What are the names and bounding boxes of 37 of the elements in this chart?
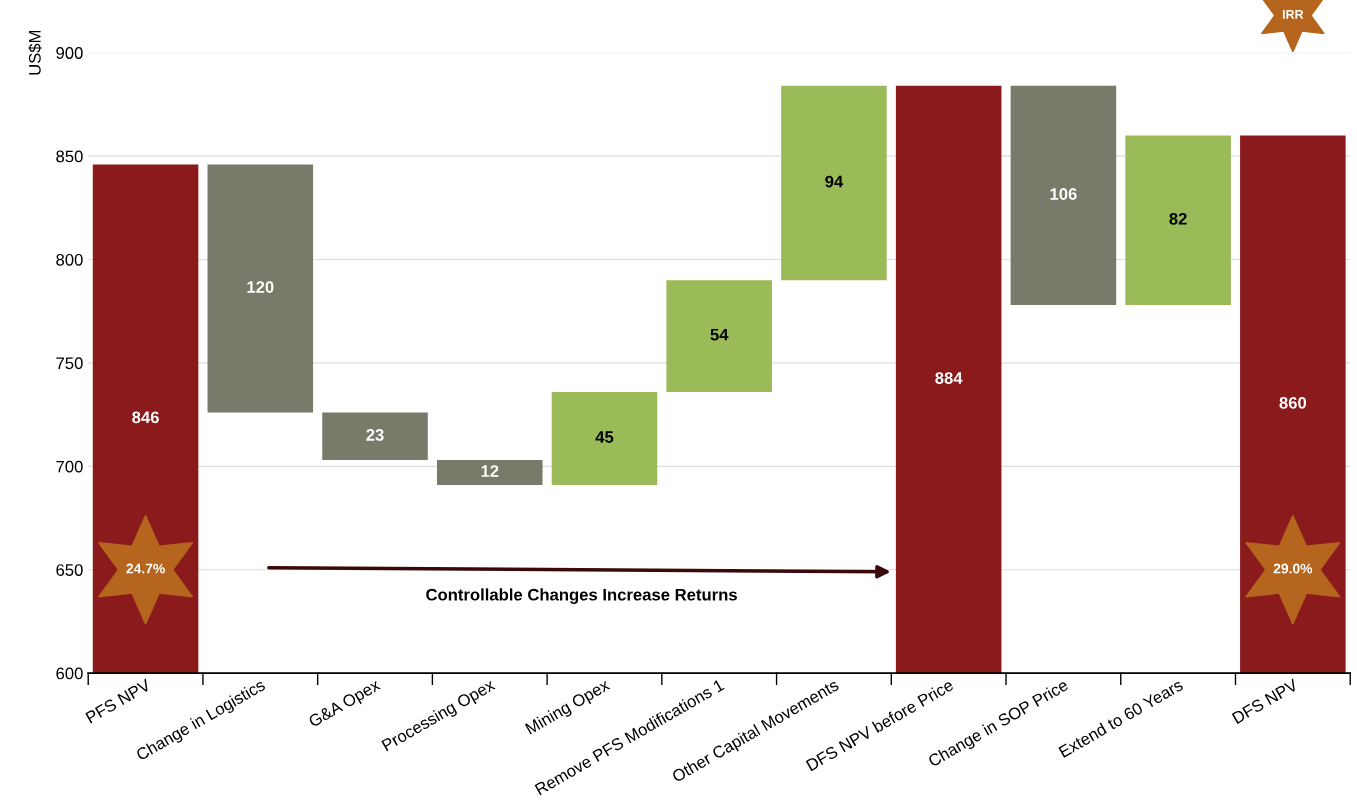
y-tick-label: 900 — [56, 47, 83, 59]
y-tick-label: 600 — [56, 667, 83, 680]
bar — [895, 85, 1002, 674]
annotation: 29.0% — [1273, 563, 1313, 574]
bar — [92, 164, 199, 674]
data-label: 23 — [366, 429, 384, 441]
y-tick-label: 700 — [56, 460, 83, 473]
data-label: 94 — [825, 175, 844, 188]
annotation: 24.7% — [126, 563, 165, 574]
y-tick-label: 850 — [56, 150, 83, 163]
bar — [1125, 135, 1231, 306]
y-tick-label: 650 — [56, 564, 83, 576]
y-axis-title: US$M — [28, 30, 42, 75]
y-tick-label: 800 — [56, 253, 83, 266]
data-label: 846 — [132, 411, 159, 424]
data-label: 45 — [595, 431, 614, 443]
bar — [1240, 135, 1346, 674]
y-tick-label: 750 — [56, 357, 83, 370]
x-tick-label: DFS NPV — [1231, 678, 1299, 725]
data-label: 82 — [1169, 212, 1187, 225]
data-label: 860 — [1279, 396, 1307, 409]
data-label: 106 — [1050, 188, 1077, 200]
bar — [781, 85, 887, 281]
bar — [551, 391, 658, 485]
x-tick-label: PFS NPV — [85, 678, 152, 724]
data-label: 884 — [935, 372, 963, 384]
bar — [436, 460, 543, 485]
bar — [1010, 85, 1117, 306]
data-label: 120 — [247, 281, 274, 293]
data-label: 12 — [481, 465, 499, 477]
x-tick-label: G&A Opex — [307, 678, 383, 731]
annotation: Controllable Changes Increase Returns — [426, 588, 737, 604]
bar — [207, 164, 314, 413]
data-label: 54 — [710, 328, 729, 341]
bar — [666, 280, 772, 392]
text: IRR — [1282, 10, 1304, 19]
bar — [322, 412, 428, 461]
